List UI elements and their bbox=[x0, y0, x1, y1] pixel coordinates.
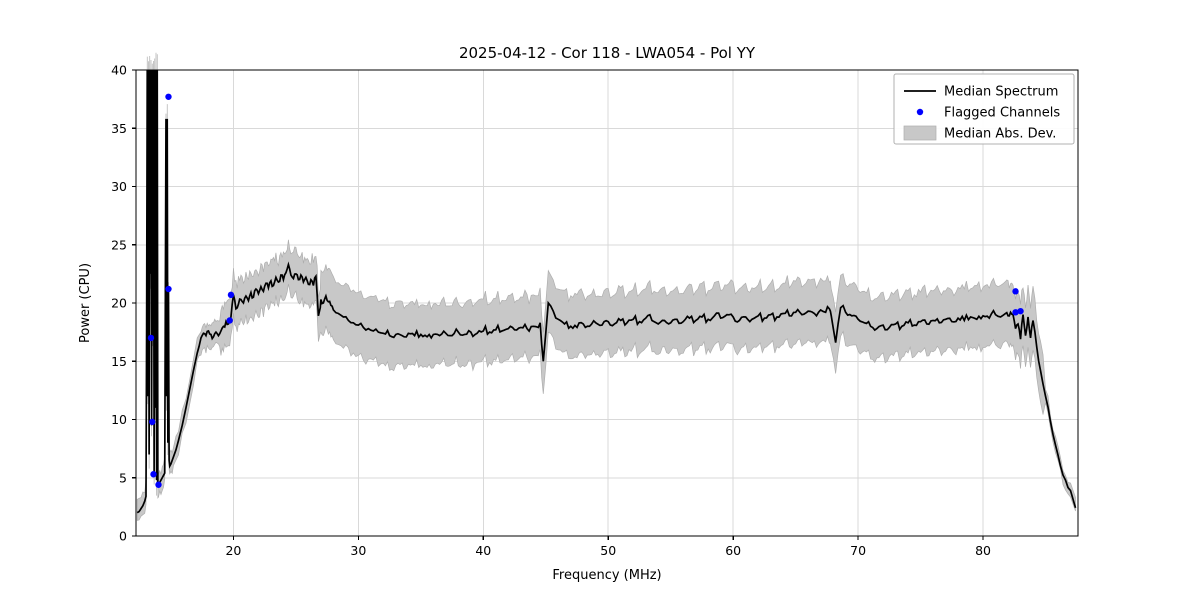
flagged-channel-marker bbox=[165, 93, 172, 100]
flagged-channel-marker bbox=[227, 291, 235, 299]
flagged-channel-marker bbox=[155, 481, 162, 488]
flagged-channel-marker bbox=[147, 334, 155, 342]
x-tick-label: 80 bbox=[975, 543, 991, 558]
legend-label: Flagged Channels bbox=[944, 106, 1060, 121]
flagged-channel-marker bbox=[150, 471, 157, 478]
x-tick-label: 20 bbox=[225, 543, 241, 558]
y-tick-label: 40 bbox=[111, 63, 127, 78]
median-spectrum-line bbox=[136, 69, 1077, 514]
legend-label: Median Spectrum bbox=[944, 85, 1058, 100]
legend-label: Median Abs. Dev. bbox=[944, 127, 1056, 142]
y-tick-label: 5 bbox=[119, 470, 127, 485]
y-tick-label: 10 bbox=[111, 412, 127, 427]
x-tick-label: 40 bbox=[475, 543, 491, 558]
x-tick-label: 50 bbox=[600, 543, 616, 558]
flagged-channel-marker bbox=[1012, 309, 1019, 316]
legend-patch-swatch bbox=[903, 125, 937, 141]
y-tick-label: 15 bbox=[111, 354, 127, 369]
flagged-channel-marker bbox=[1012, 288, 1019, 295]
legend-box bbox=[893, 73, 1075, 145]
axis-ticks: 20 30 40 50 60 70 80 0 5 10 15 20 25 30 35 40 bbox=[111, 63, 991, 559]
flagged-channel-marker bbox=[1017, 307, 1024, 315]
flagged-channels-markers bbox=[147, 93, 1024, 488]
flagged-channel-marker bbox=[165, 285, 172, 293]
chart-title: 2025-04-12 - Cor 118 - LWA054 - Pol YY bbox=[459, 44, 756, 62]
y-tick-label: 0 bbox=[119, 529, 127, 544]
x-tick-label: 60 bbox=[725, 543, 741, 558]
y-tick-label: 25 bbox=[111, 237, 127, 252]
x-tick-label: 30 bbox=[350, 543, 366, 558]
y-axis-label: Power (CPU) bbox=[78, 263, 93, 343]
y-tick-label: 20 bbox=[111, 296, 127, 311]
chart-legend: Median Spectrum Flagged Channels Median Ab… bbox=[893, 73, 1075, 145]
y-tick-label: 35 bbox=[111, 121, 127, 136]
x-tick-label: 70 bbox=[850, 543, 866, 558]
median-abs-dev-band bbox=[136, 52, 1076, 521]
flagged-channel-marker bbox=[226, 317, 233, 324]
flagged-channel-marker bbox=[149, 418, 156, 426]
y-tick-label: 30 bbox=[111, 179, 127, 194]
data-layer bbox=[136, 52, 1077, 521]
legend-dot-swatch bbox=[916, 108, 924, 116]
x-axis-label: Frequency (MHz) bbox=[552, 568, 661, 583]
